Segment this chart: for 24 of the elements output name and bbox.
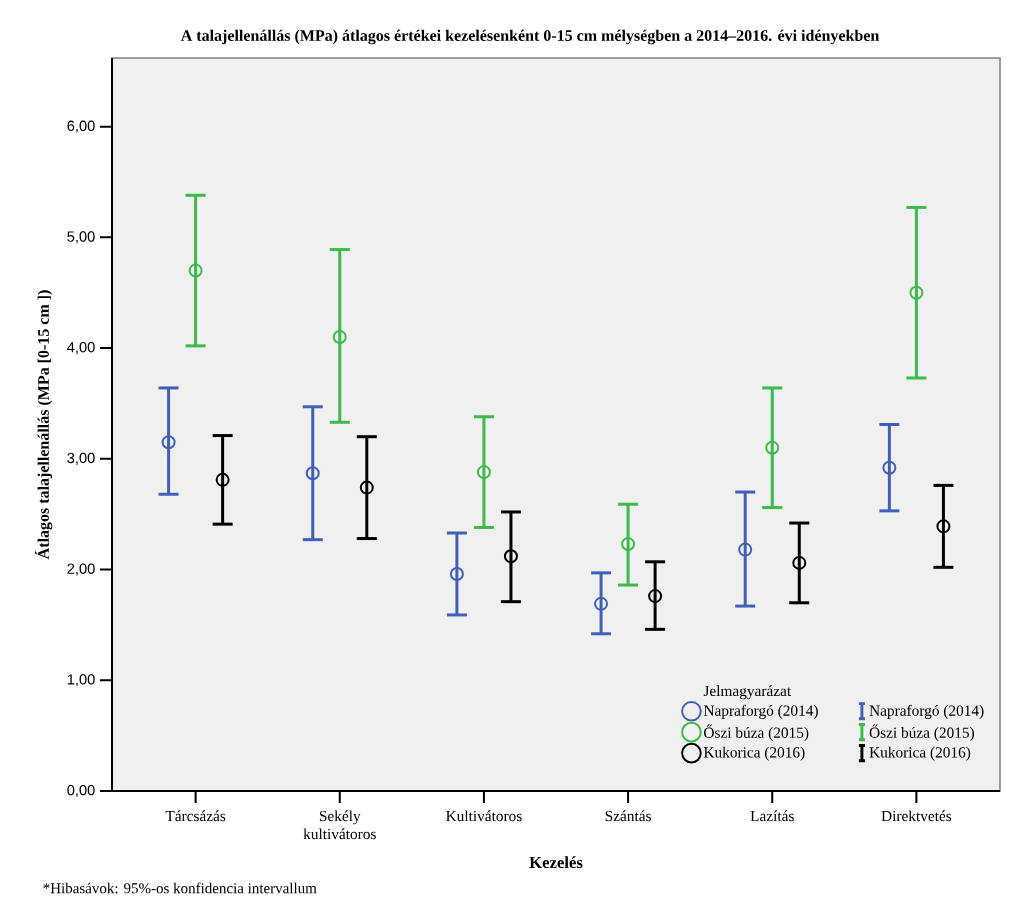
text: Kukorica (2016)	[869, 746, 971, 761]
x-tick-label: Direktvetés	[881, 810, 952, 822]
text: Őszi búza (2015)	[869, 724, 975, 741]
x-tick-label: Tárcsázás	[165, 810, 226, 822]
x-axis-title: Kezelés	[529, 856, 583, 869]
y-tick-label: 2,00	[67, 563, 95, 576]
y-tick-label: 4,00	[67, 342, 95, 355]
y-tick-label: 0,00	[67, 784, 95, 798]
legend-label: Napraforgó (2014)	[703, 704, 818, 719]
x-tick-label: Sekély kultivátoros	[303, 810, 376, 840]
x-tick-label: Kultivátoros	[446, 810, 522, 822]
legend-title: Jelmagyarázat	[703, 685, 792, 700]
chart-title: A talajellenállás (MPa) átlagos értékei kezelésenként 0-15 cm mélységben a 2014–2016. évi idényekben	[180, 29, 880, 45]
legend-label: Kukorica (2016)	[703, 746, 805, 761]
y-tick-label: 5,00	[67, 231, 95, 244]
text: *Hibasávok: 95%-os konfidencia intervallum	[43, 882, 317, 894]
legend-label: Őszi búza (2015)	[704, 724, 809, 741]
y-tick-label: 3,00	[67, 452, 95, 465]
y-axis-title: Átlagos talajellenállás (MPa [0-15 cm ])	[34, 290, 53, 560]
x-tick-label: Szántás	[605, 810, 651, 822]
text: Napraforgó (2014)	[869, 704, 984, 719]
y-tick-label: 1,00	[67, 674, 95, 687]
x-tick-label: Lazítás	[750, 810, 794, 822]
y-tick-label: 6,00	[67, 120, 95, 133]
